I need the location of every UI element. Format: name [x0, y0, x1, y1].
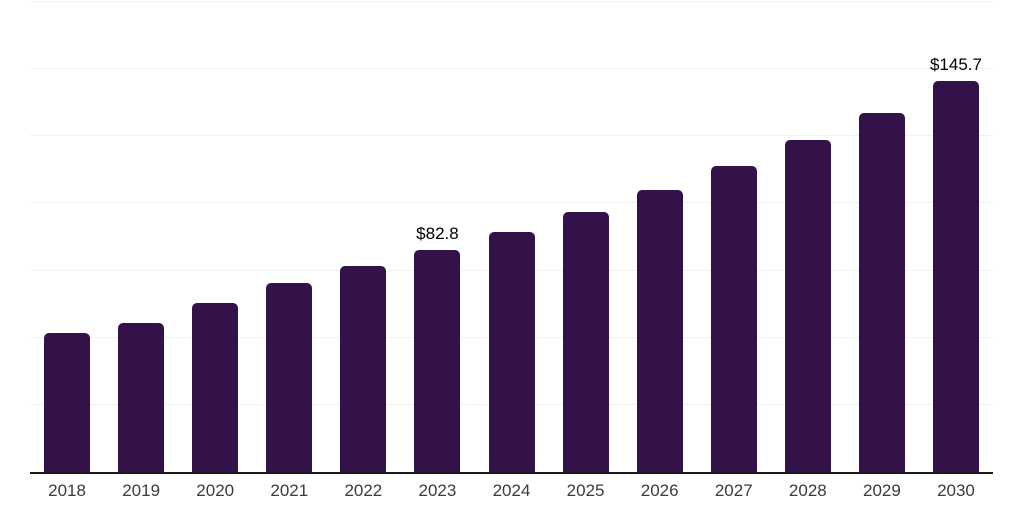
bar-slot-2028: [771, 0, 845, 472]
x-tick-label-2025: 2025: [566, 481, 605, 500]
bar-2020: [192, 302, 239, 472]
x-tick-label-2028: 2028: [788, 481, 827, 500]
plot-area: $82.8 $145.7: [30, 0, 993, 474]
gridline-100: [30, 202, 993, 204]
bar-2030: [932, 80, 979, 472]
gridline-125: [30, 135, 993, 137]
bar-2025: [562, 212, 609, 472]
x-axis-tick-labels: 2018 2019 2020 2021 2022 2023 2024 2025 2026 2027…: [30, 481, 993, 501]
x-tick-label-2024: 2024: [492, 481, 531, 500]
bar-slot-2030: $145.7: [919, 0, 993, 472]
bar-slot-2024: [474, 0, 548, 472]
bar-slot-2019: [104, 0, 178, 472]
bar-2026: [636, 189, 683, 472]
bar-slot-2020: [178, 0, 252, 472]
bar-2027: [710, 166, 757, 472]
x-tick-label-2030: 2030: [937, 481, 975, 500]
bar-2028: [784, 140, 831, 472]
bar-value-label-2030: $145.7: [929, 54, 982, 74]
gridline-175: [30, 1, 993, 2]
bar-slot-2022: [326, 0, 400, 472]
x-tick-label-2027: 2027: [714, 481, 753, 500]
gridline-150: [30, 68, 993, 70]
bar-slot-2026: [623, 0, 697, 472]
bar-slot-2029: [845, 0, 919, 472]
bar-slot-2018: [30, 0, 104, 472]
bars-container: $82.8 $145.7: [30, 0, 993, 472]
bar-slot-2027: [697, 0, 771, 472]
x-tick-label-2021: 2021: [270, 481, 309, 500]
x-tick-label-2026: 2026: [640, 481, 679, 500]
bar-2023: [414, 249, 461, 472]
bar-2024: [488, 231, 535, 472]
bar-2018: [44, 333, 91, 472]
bar-slot-2023: $82.8: [400, 0, 474, 472]
x-axis-line: [30, 472, 993, 474]
bar-2029: [858, 112, 905, 472]
bar-2021: [266, 282, 313, 472]
x-tick-label-2018: 2018: [48, 481, 86, 500]
x-tick-label-2029: 2029: [862, 481, 901, 500]
x-tick-label-2019: 2019: [122, 481, 161, 500]
x-tick-label-2023: 2023: [418, 481, 457, 500]
x-tick-label-2020: 2020: [196, 481, 235, 500]
x-tick-label-2022: 2022: [344, 481, 383, 500]
bar-slot-2021: [252, 0, 326, 472]
bar-2022: [340, 265, 387, 472]
bar-2019: [118, 323, 165, 472]
bar-slot-2025: [549, 0, 623, 472]
bar-value-label-2023: $82.8: [416, 223, 459, 243]
